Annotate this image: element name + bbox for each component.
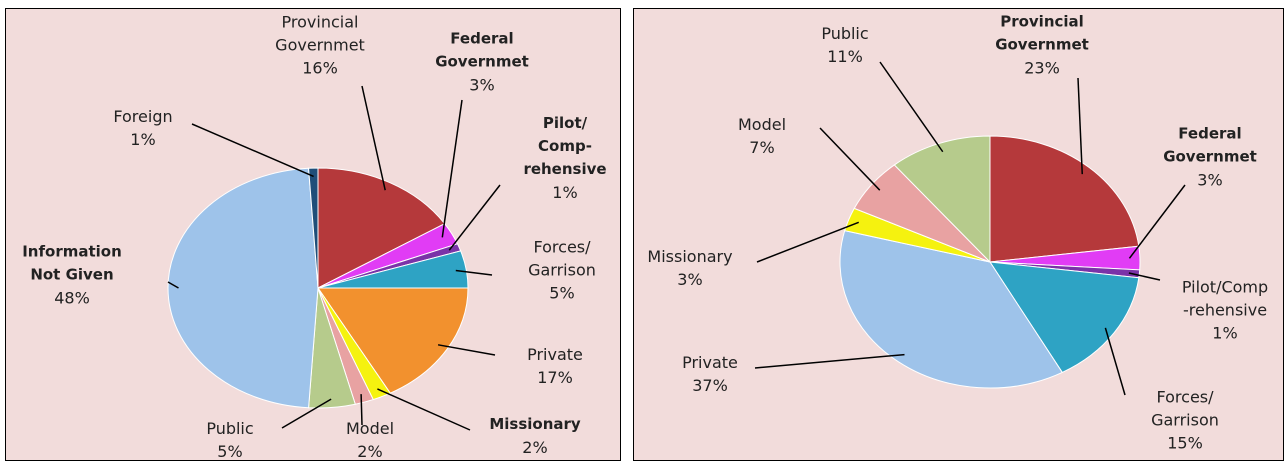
- slice-label: Provincial Governmet 16%: [275, 11, 365, 80]
- value-label: 16%: [302, 58, 338, 78]
- leader-line: [360, 394, 363, 426]
- category-name: Pilot/Comp -rehensive: [1181, 277, 1269, 320]
- category-name: Model: [345, 419, 395, 438]
- pie-slice: [167, 167, 319, 409]
- leader-line: [455, 269, 493, 276]
- value-label: 2%: [357, 442, 383, 461]
- leader-line: [448, 184, 501, 251]
- pie-slice: [989, 261, 1140, 374]
- slice-label: Public 11%: [821, 22, 868, 68]
- value-label: 3%: [677, 270, 703, 289]
- category-name: Model: [737, 115, 787, 134]
- category-name: Public: [821, 24, 869, 43]
- leader-line: [756, 221, 860, 263]
- leader-line: [191, 123, 314, 178]
- category-name: Private: [527, 345, 583, 364]
- pie-slice: [893, 135, 991, 264]
- slice-label: Pilot/ Comp- rehensive 1%: [523, 112, 606, 204]
- value-label: 11%: [827, 47, 863, 66]
- category-name: Federal Governmet: [435, 29, 529, 71]
- leader-line: [281, 398, 332, 429]
- leader-line: [377, 388, 471, 431]
- category-name: Missionary: [489, 415, 581, 433]
- value-label: 15%: [1167, 433, 1203, 453]
- value-label: 23%: [1024, 58, 1060, 78]
- slice-label: Model 7%: [738, 113, 786, 159]
- value-label: 48%: [54, 288, 90, 308]
- slice-label: Model 2%: [346, 417, 394, 461]
- leader-line: [1077, 77, 1084, 175]
- slice-label: Federal Governmet 3%: [435, 28, 529, 97]
- category-name: Provincial Governmet: [275, 12, 365, 55]
- pie-slice: [317, 287, 469, 394]
- leader-line: [1104, 327, 1126, 396]
- slice-label: Information Not Given 48%: [22, 241, 122, 310]
- category-name: Foreign: [113, 107, 173, 126]
- leader-line: [437, 344, 496, 356]
- slice-label: Private 17%: [527, 343, 583, 389]
- leader-line: [1128, 184, 1186, 259]
- value-label: 1%: [130, 130, 156, 149]
- leader-line: [361, 85, 386, 191]
- leader-line: [441, 99, 463, 238]
- value-label: 5%: [217, 442, 243, 461]
- slice-label: Missionary 2%: [489, 413, 580, 459]
- pie-slice: [989, 135, 1140, 263]
- value-label: 3%: [469, 75, 495, 95]
- leader-line: [167, 281, 179, 289]
- slice-label: Foreign 1%: [113, 105, 172, 151]
- slice-label: Provincial Governmet 23%: [995, 11, 1089, 80]
- category-name: Information Not Given: [22, 242, 122, 284]
- category-name: Federal Governmet: [1163, 124, 1257, 166]
- slice-label: Forces/ Garrison 15%: [1151, 386, 1219, 455]
- value-label: 3%: [1197, 170, 1223, 190]
- category-name: Forces/ Garrison: [1151, 387, 1219, 430]
- leader-line: [879, 61, 944, 153]
- pie-slice: [317, 167, 446, 289]
- value-label: 1%: [552, 183, 578, 202]
- value-label: 2%: [522, 438, 548, 457]
- leader-line: [754, 353, 905, 369]
- category-name: Public: [206, 419, 254, 438]
- pie-slice: [839, 230, 1063, 389]
- category-name: Missionary: [647, 247, 733, 266]
- slice-label: Forces/ Garrison 5%: [528, 236, 596, 305]
- slice-label: Public 5%: [206, 417, 253, 461]
- value-label: 37%: [692, 376, 728, 395]
- slice-label: Missionary 3%: [647, 245, 732, 291]
- value-label: 17%: [537, 368, 573, 387]
- value-label: 7%: [749, 138, 775, 157]
- leader-line: [1128, 272, 1161, 281]
- category-name: Pilot/ Comp- rehensive: [523, 114, 607, 178]
- value-label: 1%: [1212, 323, 1238, 343]
- value-label: 5%: [549, 283, 575, 303]
- pie-slice: [308, 167, 319, 289]
- slice-label: Private 37%: [682, 351, 738, 397]
- category-name: Provincial Governmet: [995, 12, 1089, 54]
- leader-line: [819, 127, 881, 191]
- category-name: Forces/ Garrison: [528, 237, 596, 280]
- category-name: Private: [682, 353, 738, 372]
- slice-label: Pilot/Comp -rehensive 1%: [1182, 276, 1268, 345]
- slice-label: Federal Governmet 3%: [1163, 123, 1257, 192]
